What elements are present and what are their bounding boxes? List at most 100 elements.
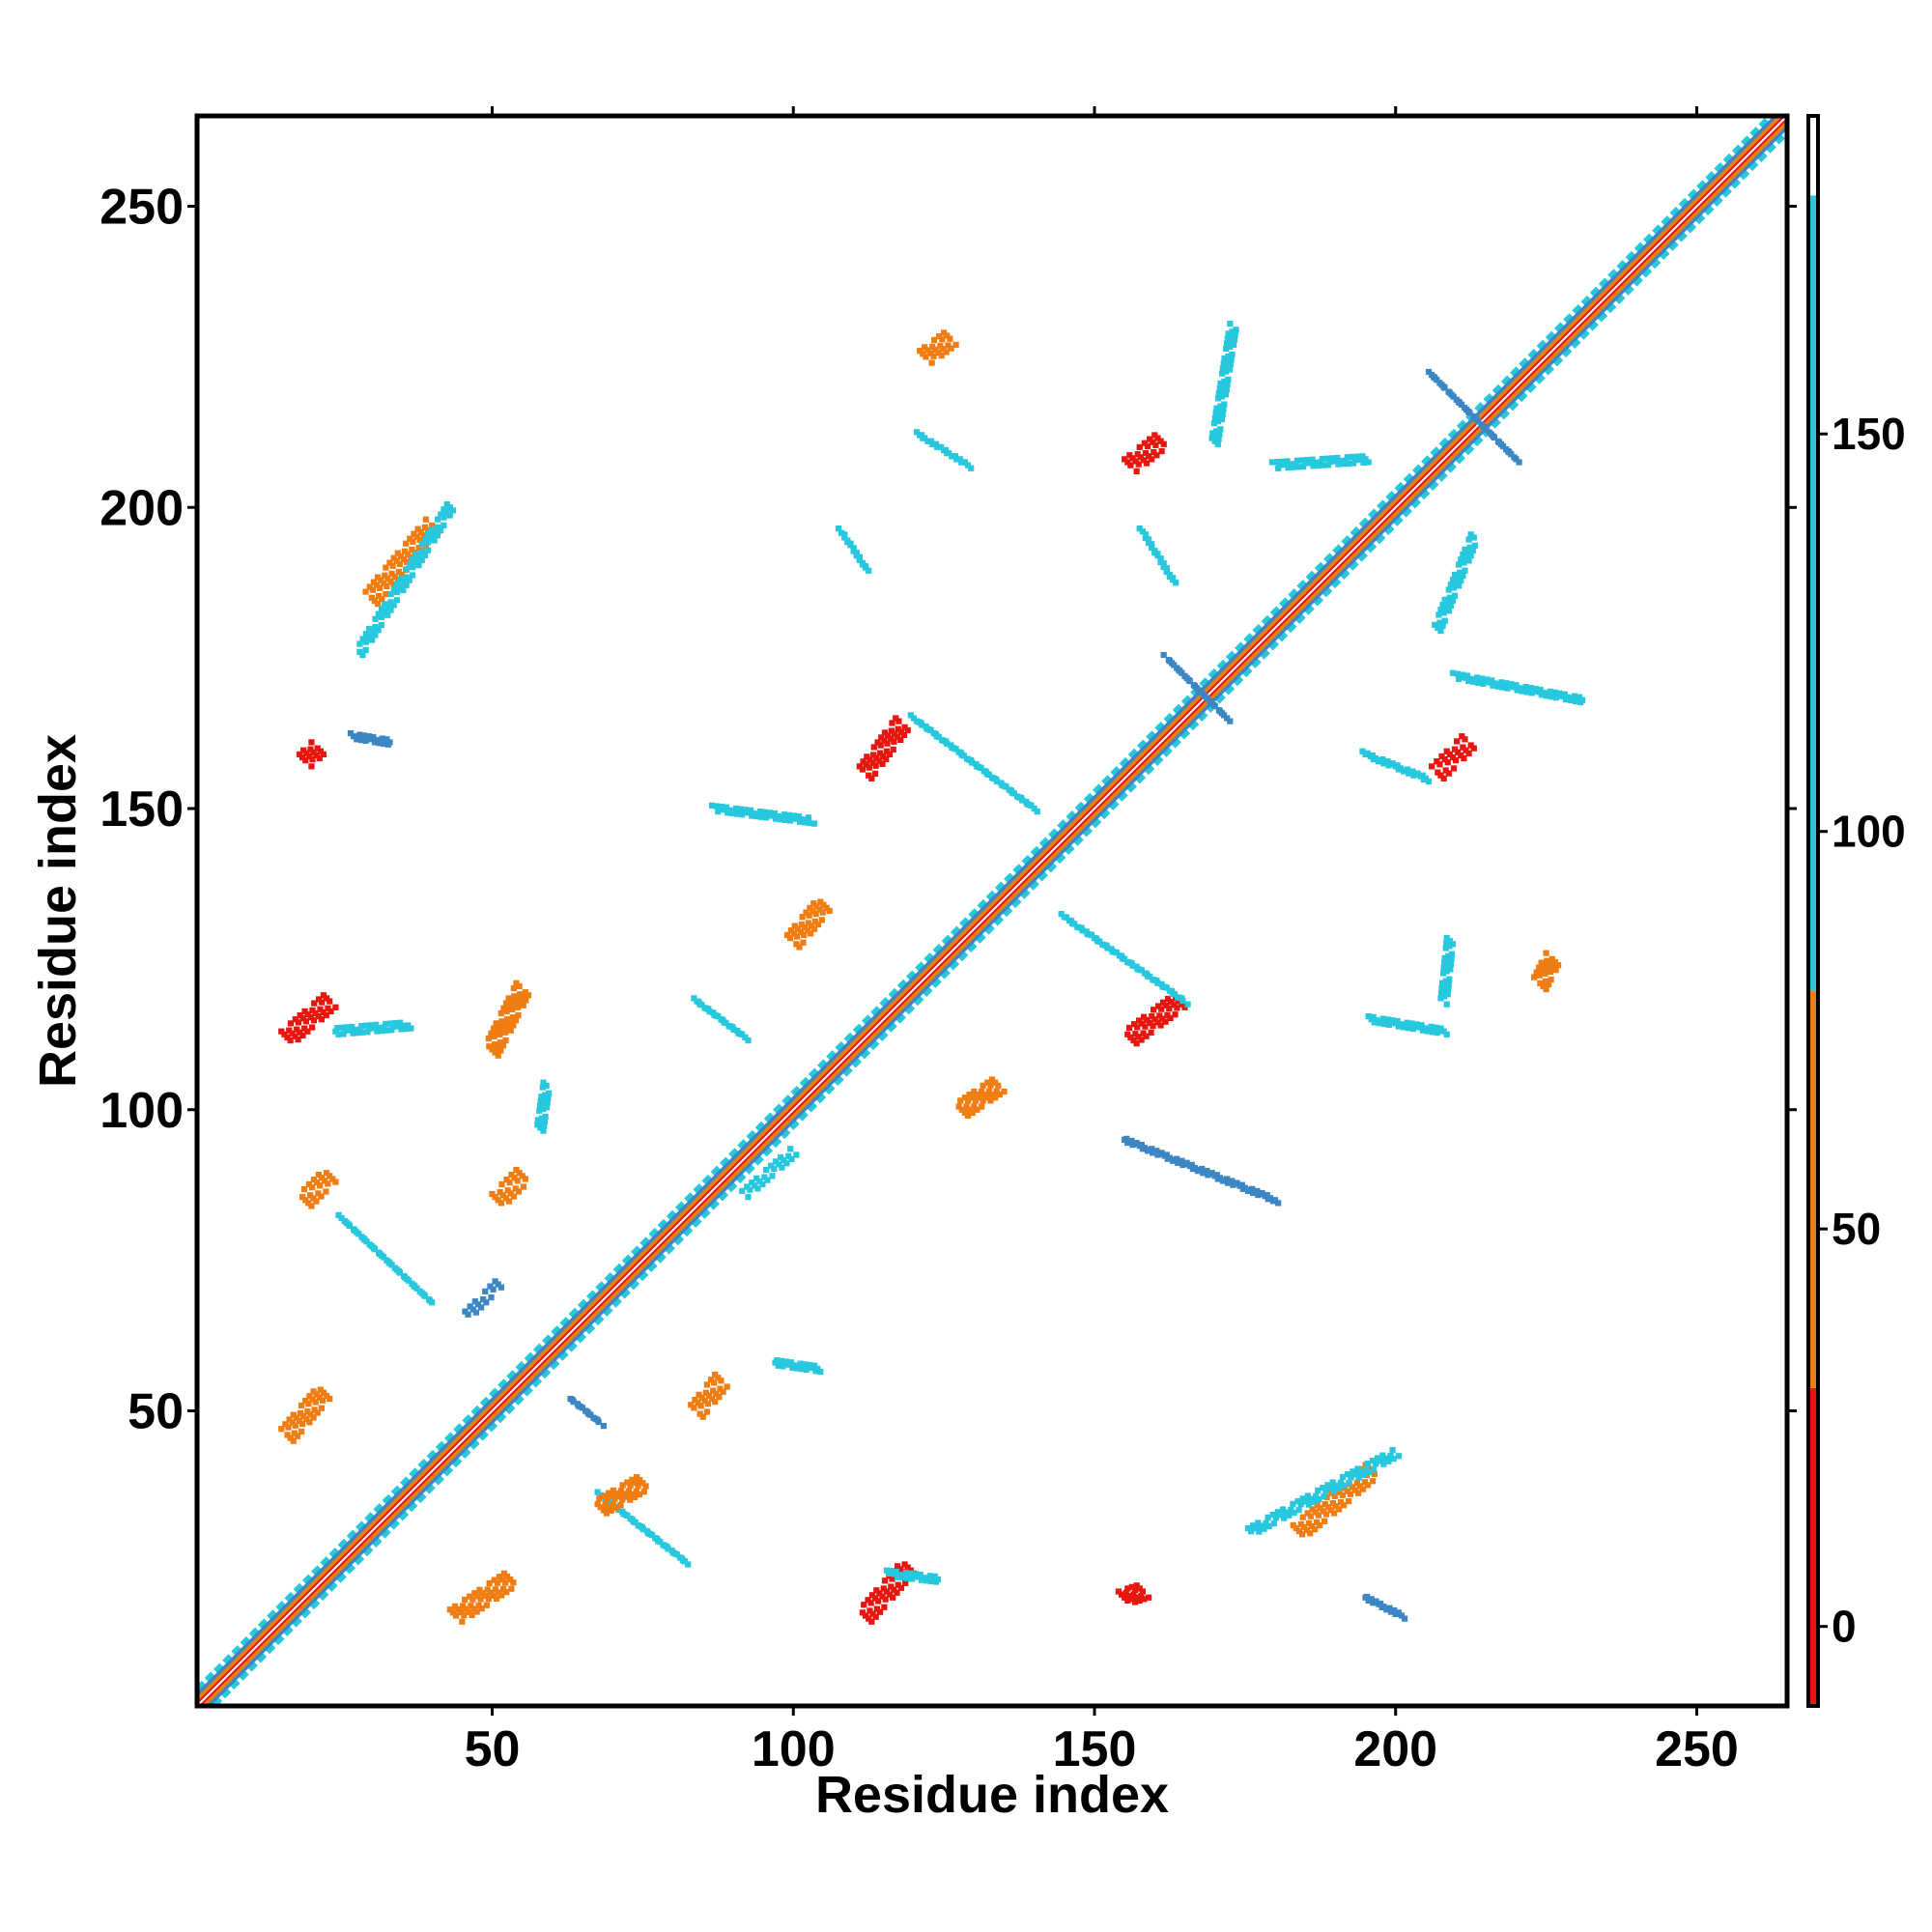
contact-cluster [335, 1211, 436, 1306]
contact-cell [294, 1433, 301, 1439]
colorbar-band [1808, 116, 1818, 196]
contact-cell [1157, 1022, 1164, 1029]
contact-cell [477, 1304, 485, 1311]
contact-cell [1443, 968, 1450, 975]
contact-cell [1339, 1492, 1346, 1498]
contact-cell [1214, 440, 1221, 447]
contact-cell [870, 744, 877, 751]
contact-cell [498, 1592, 505, 1599]
contact-cell [1223, 386, 1230, 393]
contact-cell [308, 1184, 316, 1191]
contact-cell [482, 1288, 489, 1294]
contact-cell [703, 1381, 711, 1388]
contact-cell [1359, 1486, 1367, 1492]
contact-cell [1405, 1025, 1411, 1032]
contact-cell [891, 738, 897, 745]
contact-cell [1126, 1024, 1133, 1032]
contact-cell [934, 1576, 942, 1583]
contact-cell [1295, 1507, 1302, 1514]
contact-cell [327, 998, 333, 1005]
contact-cluster [567, 1395, 607, 1430]
contact-cell [704, 1401, 712, 1407]
contact-cell [754, 1185, 761, 1192]
contact-cell [1335, 461, 1342, 468]
contact-cell [1158, 1006, 1165, 1012]
contact-cell [304, 1028, 311, 1035]
contact-cluster [1531, 950, 1562, 993]
contact-cell [1160, 440, 1167, 447]
contact-cell [483, 1602, 490, 1608]
contact-cell [1307, 1513, 1314, 1520]
contact-cell [1522, 683, 1529, 691]
contact-cell [904, 726, 911, 734]
contact-cell [729, 1024, 736, 1031]
x-tick-label: 150 [1053, 1721, 1137, 1777]
contact-cell [1327, 458, 1334, 465]
contact-cell [1232, 331, 1238, 338]
y-axis: 50 100 150 200 250 [99, 180, 1797, 1439]
contact-cell [393, 588, 401, 596]
contact-cell [418, 556, 425, 564]
contact-cluster [883, 1567, 942, 1585]
contact-cell [1456, 561, 1463, 568]
contact-cell [278, 1426, 285, 1433]
contact-cell [1185, 676, 1192, 684]
contact-cell [1554, 961, 1562, 969]
contact-cell [410, 538, 416, 545]
contact-cell [745, 1194, 752, 1201]
contact-cell [1184, 1001, 1191, 1008]
contact-cell [1355, 1474, 1362, 1481]
contact-cell [403, 566, 410, 573]
contact-cell [1449, 669, 1457, 676]
contact-cell [1225, 376, 1232, 383]
contact-cell [1221, 401, 1228, 408]
contact-cell [720, 1388, 726, 1395]
contact-cell [323, 1011, 329, 1019]
contact-cell [987, 1097, 994, 1104]
contact-cell [478, 1605, 485, 1612]
contact-cluster [1425, 368, 1522, 466]
contact-cell [485, 1035, 492, 1042]
colorbar-band [1808, 990, 1818, 1388]
contact-cell [1127, 462, 1134, 469]
contact-cell [1210, 701, 1217, 709]
contact-cell [1321, 1493, 1327, 1500]
contact-cell [1249, 1185, 1256, 1192]
contact-cell [509, 1006, 516, 1012]
contact-cell [494, 1579, 501, 1586]
contact-cell [1227, 718, 1234, 724]
contact-cell [1364, 1482, 1372, 1489]
contact-cell [510, 1022, 517, 1029]
heatmap-area [197, 116, 1787, 1706]
contact-cell [469, 1611, 475, 1619]
contact-cell [1386, 1605, 1393, 1611]
contact-cell [818, 917, 825, 923]
contact-cell [362, 588, 369, 595]
x-tick-label: 100 [752, 1721, 836, 1777]
contact-cell [881, 1604, 888, 1610]
contact-cell [797, 1360, 804, 1367]
contact-cell [640, 1489, 647, 1495]
contact-cell [477, 1596, 484, 1603]
contact-cell [1139, 1588, 1146, 1595]
contact-cell [594, 1416, 601, 1423]
contact-cell [1145, 1594, 1152, 1601]
contact-cell [1018, 794, 1025, 802]
contact-cell [308, 1203, 315, 1209]
contact-cell [1445, 980, 1452, 987]
contact-cell [1465, 750, 1472, 756]
contact-cell [539, 1084, 546, 1091]
contact-cell [372, 615, 379, 622]
contact-cell [1344, 454, 1350, 461]
contact-cell [459, 1618, 466, 1625]
y-tick-label: 100 [99, 1083, 184, 1139]
colorbar: 0 50 100 150 [1806, 114, 1906, 1708]
contact-cell [1364, 1593, 1371, 1601]
contact-cell [938, 353, 945, 359]
contact-cell [422, 516, 430, 523]
contact-cell [1150, 1007, 1157, 1013]
contact-cell [1216, 431, 1223, 438]
contact-cell [544, 1099, 551, 1106]
contact-cluster [462, 1278, 504, 1318]
contact-cell [1319, 455, 1325, 463]
